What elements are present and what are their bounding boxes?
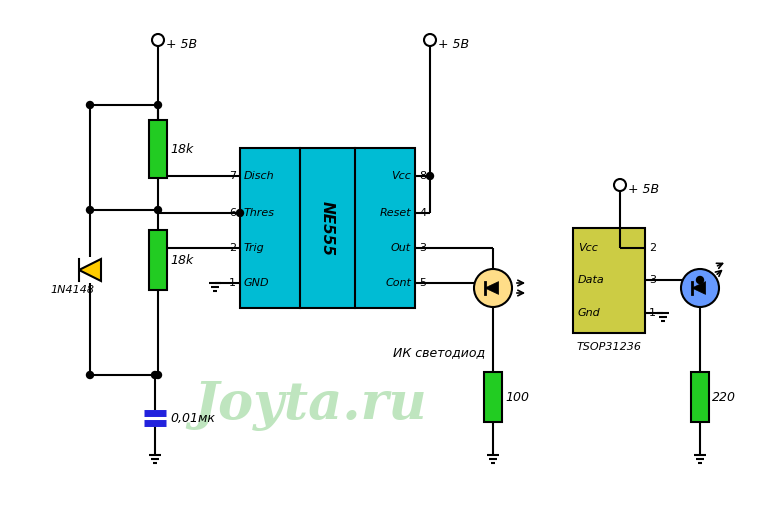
Text: ИК светодиод: ИК светодиод [393, 346, 485, 360]
Circle shape [154, 102, 161, 108]
Text: Vcc: Vcc [392, 171, 411, 181]
Text: 2: 2 [229, 243, 236, 253]
Text: 1N4148: 1N4148 [50, 285, 94, 295]
Bar [240, 148, 415, 308]
Circle shape [236, 210, 244, 217]
Circle shape [154, 371, 161, 379]
Circle shape [427, 173, 434, 179]
Text: Disch: Disch [244, 171, 275, 181]
Text: TSOP31236: TSOP31236 [576, 342, 641, 352]
Text: 0,01мк: 0,01мк [170, 411, 215, 425]
Circle shape [86, 206, 93, 214]
Text: 220: 220 [712, 390, 736, 404]
Bar [149, 230, 167, 290]
Text: + 5В: + 5В [628, 182, 659, 196]
Text: 3: 3 [419, 243, 426, 253]
Bar [573, 228, 645, 333]
Text: Joyta.ru: Joyta.ru [193, 380, 427, 430]
Circle shape [86, 371, 93, 379]
Text: 100: 100 [505, 390, 529, 404]
Text: 7: 7 [229, 171, 236, 181]
Circle shape [152, 34, 164, 46]
Circle shape [681, 269, 719, 307]
Polygon shape [692, 282, 705, 294]
Bar [691, 372, 709, 422]
Text: 18k: 18k [170, 143, 193, 155]
Text: Gnd: Gnd [578, 308, 601, 318]
Text: NE555: NE555 [320, 200, 335, 256]
Text: + 5В: + 5В [438, 37, 469, 51]
Bar [484, 372, 502, 422]
Text: 5: 5 [419, 278, 426, 288]
Circle shape [424, 34, 436, 46]
Text: Vcc: Vcc [578, 243, 598, 253]
Circle shape [86, 102, 93, 108]
Polygon shape [79, 259, 101, 281]
Text: 1: 1 [649, 308, 656, 318]
Text: 6: 6 [229, 208, 236, 218]
Text: Data: Data [578, 275, 604, 285]
Circle shape [697, 276, 703, 284]
Text: GND: GND [244, 278, 269, 288]
Text: Cont: Cont [385, 278, 411, 288]
Circle shape [474, 269, 512, 307]
Text: Out: Out [391, 243, 411, 253]
Text: 8: 8 [419, 171, 426, 181]
Text: 4: 4 [419, 208, 426, 218]
Text: Thres: Thres [244, 208, 275, 218]
Polygon shape [485, 282, 499, 294]
Text: 1: 1 [229, 278, 236, 288]
Text: + 5В: + 5В [166, 37, 197, 51]
Text: Trig: Trig [244, 243, 265, 253]
Text: Reset: Reset [380, 208, 411, 218]
Circle shape [151, 371, 158, 379]
Bar [149, 120, 167, 178]
Circle shape [154, 206, 161, 214]
Circle shape [614, 179, 626, 191]
Text: 2: 2 [649, 243, 656, 253]
Text: 18k: 18k [170, 253, 193, 267]
Text: 3: 3 [649, 275, 656, 285]
